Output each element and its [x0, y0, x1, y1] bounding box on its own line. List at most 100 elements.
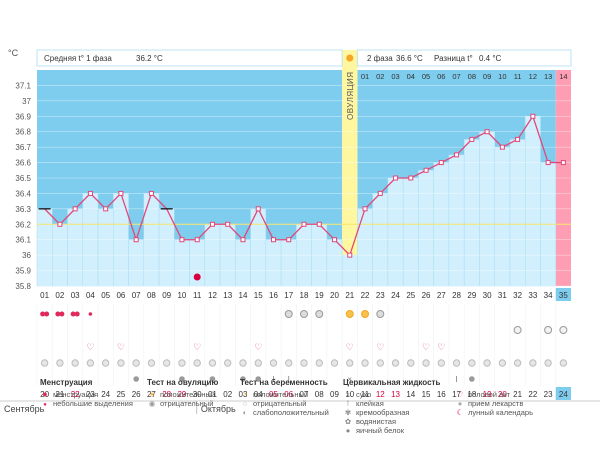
- heart-icon: ♡: [117, 342, 125, 352]
- temp-bar: [494, 146, 511, 287]
- menstruation-drop-icon: [44, 311, 50, 317]
- y-tick-label: 37: [22, 97, 31, 106]
- temp-bar: [235, 239, 251, 287]
- temp-point: [484, 129, 490, 135]
- temp-bar: [418, 170, 434, 287]
- phase2-avg-value: 36.6 °C: [396, 54, 423, 63]
- legend-pregnancy-test: Тест на беременность ◔ положительный ○ отр…: [240, 378, 329, 417]
- dry-icon: ×: [345, 390, 351, 399]
- cycle-day-label: 03: [71, 291, 80, 300]
- menstruation-drop-icon: ●: [42, 389, 48, 399]
- legend-pregnancy-negative: отрицательный: [253, 399, 307, 408]
- dry-icon: ×: [347, 375, 352, 384]
- cycle-day-label: 26: [422, 291, 431, 300]
- cycle-day-label: 09: [162, 291, 171, 300]
- egg-white-icon: ●: [345, 426, 351, 435]
- moon-icon: ☾: [456, 408, 464, 417]
- date-label: 30: [193, 390, 202, 399]
- y-tick-label: 37.1: [15, 81, 31, 90]
- phase2-day-label: 04: [407, 72, 415, 81]
- heart-icon: ♡: [437, 342, 445, 352]
- y-tick-label: 36.9: [15, 112, 31, 121]
- date-label: 20: [40, 390, 49, 399]
- temp-point: [499, 144, 505, 150]
- pill-icon: [162, 359, 171, 367]
- legend-pregnancy-positive: положительный: [253, 390, 309, 399]
- date-label: 24: [559, 390, 568, 399]
- cycle-day-label: 35: [559, 291, 568, 300]
- month-label: Сентябрь: [4, 404, 45, 414]
- date-label: 23: [544, 390, 553, 399]
- cycle-day-label: 19: [315, 291, 324, 300]
- date-label: 01: [208, 390, 217, 399]
- pill-icon: [254, 359, 262, 367]
- legend-other: ♡ половой акт ● прием лекарств ☾ лунный кал…: [455, 390, 533, 417]
- temp-bar: [357, 208, 373, 287]
- pill-icon: [391, 359, 400, 367]
- temp-bar: [280, 239, 297, 287]
- cycle-day-label: 12: [208, 291, 217, 300]
- date-label: 25: [116, 390, 125, 399]
- moon-icon: [193, 273, 201, 281]
- legend-lunar: лунный календарь: [468, 408, 534, 417]
- y-tick-label: 36.1: [15, 236, 31, 245]
- temp-bar: [36, 208, 53, 287]
- legend-cervical-eggwhite: яичный белок: [356, 426, 405, 435]
- date-label: 22: [71, 390, 80, 399]
- creamy-icon: [469, 376, 475, 382]
- y-tick-label: 36.7: [15, 143, 31, 152]
- temp-point: [377, 190, 383, 196]
- pill-icon: [498, 359, 507, 367]
- legend-pills: прием лекарств: [468, 399, 524, 408]
- date-label: 06: [284, 390, 293, 399]
- pill-icon: [330, 359, 339, 367]
- temp-point: [286, 237, 292, 243]
- unit-label: °C: [8, 48, 19, 58]
- temp-bar: [463, 139, 480, 287]
- chart-legend: Менструация ● менструация ● небольшие выде…: [0, 378, 600, 470]
- phase2-day-label: 05: [422, 72, 430, 81]
- legend-intercourse: половой акт: [468, 390, 511, 399]
- temp-bar: [326, 239, 343, 287]
- date-label: 02: [223, 390, 232, 399]
- pill-icon: [285, 359, 293, 367]
- creamy-icon: [179, 376, 185, 382]
- phase2-day-label: 11: [514, 72, 522, 81]
- pregnancy-positive-icon: ◔: [242, 390, 248, 399]
- cycle-day-label: 27: [437, 291, 446, 300]
- heart-icon: ♡: [86, 342, 94, 352]
- pill-icon: [224, 359, 232, 367]
- y-tick-label: 36.8: [15, 128, 31, 137]
- pill-icon: [437, 359, 446, 367]
- legend-ovulation-positive: положительный: [160, 390, 216, 399]
- date-label: 21: [55, 390, 64, 399]
- menstruation-drop-icon: [55, 311, 61, 317]
- ovulation-positive-icon: [361, 310, 370, 318]
- heart-icon: ♡: [376, 342, 384, 352]
- temp-point: [408, 175, 414, 181]
- temp-point: [515, 136, 521, 142]
- date-label: 23: [86, 390, 95, 399]
- date-label: 16: [437, 390, 446, 399]
- temp-point: [255, 206, 261, 212]
- temp-point: [560, 160, 566, 166]
- pregnancy-weak-icon: [513, 326, 522, 334]
- phase1-avg-value: 36.2 °C: [136, 54, 163, 63]
- ovulation-negative-icon: [376, 310, 385, 318]
- pill-icon: [193, 359, 201, 367]
- y-tick-label: 36.4: [15, 189, 31, 198]
- temp-point: [270, 237, 276, 243]
- pill-icon: [300, 359, 308, 367]
- pill-icon: [56, 359, 64, 367]
- cycle-day-label: 30: [483, 291, 492, 300]
- diff-value: 0.4 °C: [479, 54, 502, 63]
- cycle-day-label: 06: [116, 291, 125, 300]
- cycle-day-label: 13: [223, 291, 232, 300]
- phase1-header: [36, 49, 343, 67]
- temp-point: [469, 136, 475, 142]
- cycle-day-label: 34: [544, 291, 553, 300]
- pill-icon: [147, 359, 156, 367]
- heart-icon: ♡: [254, 342, 262, 352]
- today-highlight: [555, 387, 571, 400]
- pill-icon: [376, 359, 384, 367]
